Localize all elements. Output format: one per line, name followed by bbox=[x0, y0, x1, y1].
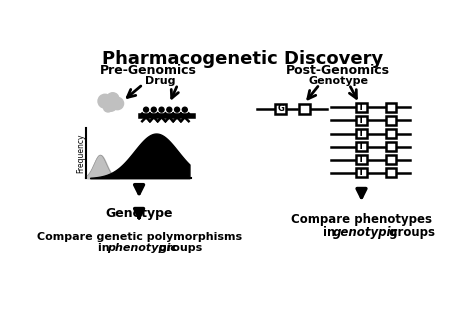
FancyBboxPatch shape bbox=[356, 168, 367, 178]
Circle shape bbox=[182, 107, 187, 112]
Circle shape bbox=[144, 107, 148, 112]
FancyBboxPatch shape bbox=[356, 155, 367, 164]
Text: T: T bbox=[358, 168, 365, 177]
FancyBboxPatch shape bbox=[385, 129, 396, 138]
Text: groups: groups bbox=[385, 226, 435, 239]
FancyBboxPatch shape bbox=[356, 116, 367, 125]
Text: T: T bbox=[358, 142, 365, 151]
Circle shape bbox=[167, 107, 172, 112]
Text: Pre-Genomics: Pre-Genomics bbox=[100, 64, 197, 77]
Text: in: in bbox=[323, 226, 339, 239]
FancyBboxPatch shape bbox=[356, 103, 367, 112]
Circle shape bbox=[103, 103, 113, 112]
FancyBboxPatch shape bbox=[275, 104, 286, 114]
Text: T: T bbox=[358, 103, 365, 112]
Circle shape bbox=[106, 100, 117, 111]
Circle shape bbox=[174, 107, 180, 112]
Circle shape bbox=[98, 94, 112, 108]
Text: G: G bbox=[277, 104, 284, 114]
Text: in: in bbox=[98, 243, 113, 253]
Text: Post-Genomics: Post-Genomics bbox=[286, 64, 390, 77]
Text: Genotype: Genotype bbox=[105, 208, 173, 220]
FancyBboxPatch shape bbox=[299, 104, 310, 114]
Text: genotypic: genotypic bbox=[333, 226, 398, 239]
Text: Compare phenotypes: Compare phenotypes bbox=[291, 213, 432, 226]
FancyBboxPatch shape bbox=[385, 142, 396, 151]
Text: Frequency: Frequency bbox=[76, 133, 85, 173]
FancyBboxPatch shape bbox=[385, 155, 396, 164]
FancyBboxPatch shape bbox=[356, 129, 367, 138]
Text: T: T bbox=[358, 155, 365, 164]
Text: T: T bbox=[358, 129, 365, 138]
Text: groups: groups bbox=[155, 243, 202, 253]
Circle shape bbox=[111, 97, 124, 110]
Circle shape bbox=[159, 107, 164, 112]
FancyBboxPatch shape bbox=[385, 116, 396, 125]
FancyBboxPatch shape bbox=[385, 103, 396, 112]
Circle shape bbox=[151, 107, 156, 112]
Text: phenotypic: phenotypic bbox=[107, 243, 177, 253]
Circle shape bbox=[107, 93, 119, 105]
Text: T: T bbox=[358, 116, 365, 125]
Text: Genotype: Genotype bbox=[308, 76, 368, 86]
Text: Compare genetic polymorphisms: Compare genetic polymorphisms bbox=[36, 232, 242, 242]
FancyBboxPatch shape bbox=[356, 142, 367, 151]
FancyBboxPatch shape bbox=[385, 168, 396, 178]
Text: Drug: Drug bbox=[145, 76, 175, 86]
Text: Pharmacogenetic Discovery: Pharmacogenetic Discovery bbox=[102, 50, 383, 68]
